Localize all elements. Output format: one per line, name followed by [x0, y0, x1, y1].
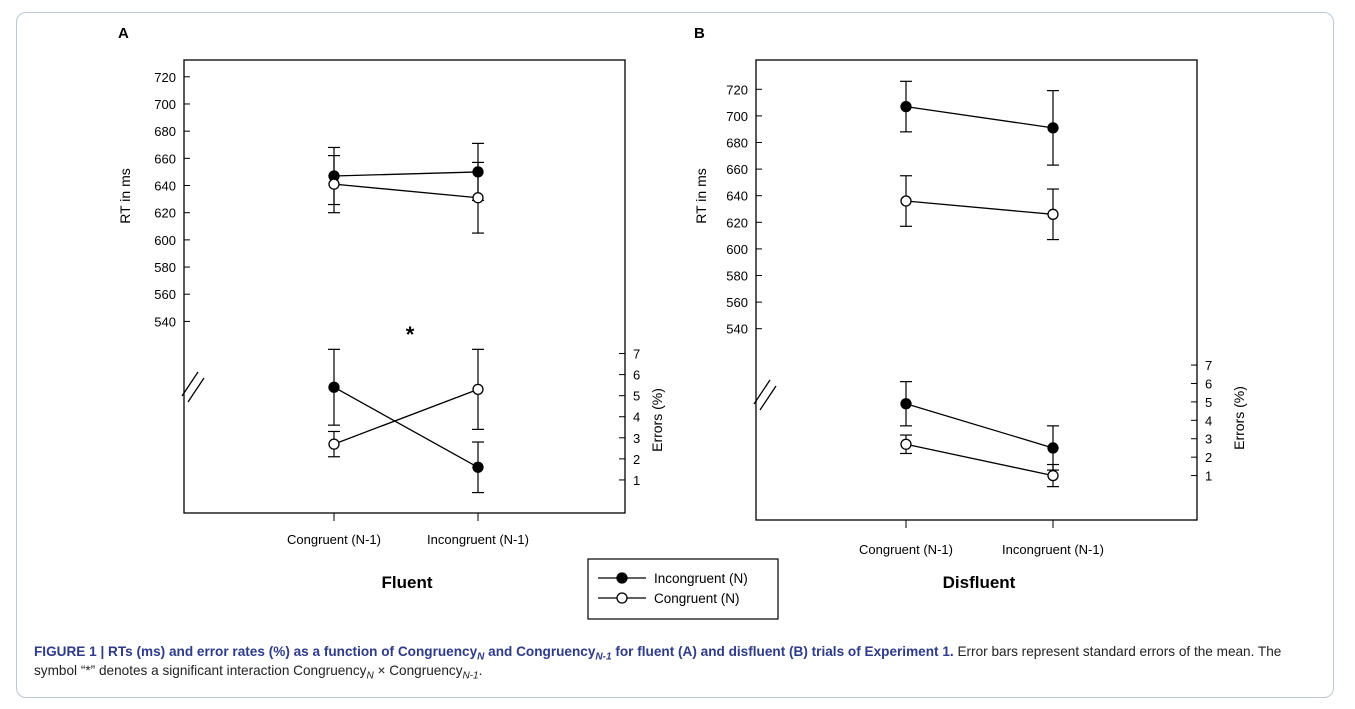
rt-axis-label: RT in ms [693, 168, 709, 224]
rt-point-congruent [1047, 208, 1059, 220]
rt-point-incongruent [472, 166, 484, 178]
rt-series-line-incongruent [905, 105, 1054, 129]
rt-tick-label: 540 [154, 314, 176, 329]
legend: Incongruent (N) Congruent (N) [587, 558, 779, 620]
rt-point-congruent [328, 178, 340, 190]
error-tick-label: 4 [1205, 413, 1212, 428]
panel-title: Disfluent [943, 573, 1016, 592]
error-tick-label: 7 [633, 347, 640, 362]
rt-tick-label: 600 [726, 242, 748, 257]
rt-tick-label: 680 [154, 124, 176, 139]
rt-tick-label: 640 [726, 189, 748, 204]
rt-tick-label: 560 [154, 287, 176, 302]
panel-b: B 540 560 580 600 620 640 660 680 700 720 RT in ms 1… [693, 25, 1247, 592]
rt-tick-label: 640 [154, 179, 176, 194]
error-series-line-incongruent [333, 386, 479, 468]
x-tick-label: Congruent (N-1) [859, 542, 953, 557]
rt-tick-label: 600 [154, 233, 176, 248]
error-point-incongruent [472, 461, 484, 473]
error-tick-label: 3 [1205, 432, 1212, 447]
legend-label: Incongruent (N) [654, 571, 748, 586]
error-point-incongruent [328, 381, 340, 393]
axis-break-mark [753, 379, 771, 405]
error-tick-label: 6 [633, 368, 640, 383]
x-tick-label: Incongruent (N-1) [427, 532, 529, 547]
error-axis-label: Errors (%) [649, 388, 665, 452]
error-point-congruent [472, 383, 484, 395]
rt-tick-label: 660 [154, 151, 176, 166]
error-series-line-congruent [905, 443, 1054, 477]
axis-break-mark [181, 371, 199, 397]
panel-label: B [694, 25, 705, 42]
rt-tick-label: 580 [726, 269, 748, 284]
error-series-line-congruent [333, 388, 479, 445]
error-tick-label: 6 [1205, 376, 1212, 391]
error-point-congruent [900, 438, 912, 450]
error-tick-label: 5 [633, 389, 640, 404]
error-tick-label: 5 [1205, 395, 1212, 410]
rt-tick-label: 680 [726, 136, 748, 151]
legend-marker [616, 572, 628, 584]
figure-chart: A 540 560 580 600 620 640 660 680 700 720 RT in ms 1… [117, 25, 1247, 620]
figure-caption: FIGURE 1 | RTs (ms) and error rates (%) … [34, 642, 1324, 682]
rt-tick-label: 620 [154, 206, 176, 221]
error-axis-label: Errors (%) [1231, 386, 1247, 450]
error-tick-label: 7 [1205, 358, 1212, 373]
x-tick-label: Congruent (N-1) [287, 532, 381, 547]
rt-tick-label: 560 [726, 295, 748, 310]
x-tick-label: Incongruent (N-1) [1002, 542, 1104, 557]
rt-point-congruent [900, 195, 912, 207]
error-tick-label: 4 [633, 410, 640, 425]
plot-frame [755, 59, 1198, 521]
error-tick-label: 2 [1205, 450, 1212, 465]
plot-frame [183, 59, 626, 514]
error-series-line-incongruent [905, 403, 1054, 449]
rt-tick-label: 540 [726, 322, 748, 337]
caption-lead: FIGURE 1 | RTs (ms) and error rates (%) … [34, 644, 954, 663]
rt-series-line-congruent [333, 183, 479, 199]
legend-marker [616, 592, 628, 604]
significance-marker: * [406, 322, 415, 347]
legend-box [587, 558, 779, 620]
rt-series-line-incongruent [333, 171, 479, 177]
error-point-incongruent [1047, 442, 1059, 454]
axis-break-mark [187, 377, 205, 403]
rt-tick-label: 700 [154, 97, 176, 112]
caption-body: Error bars represent standard errors of … [34, 644, 1282, 682]
rt-axis-label: RT in ms [117, 168, 133, 224]
error-point-incongruent [900, 398, 912, 410]
panel-label: A [118, 25, 129, 42]
axis-break-mark [759, 385, 777, 411]
error-tick-label: 2 [633, 452, 640, 467]
rt-tick-label: 720 [154, 70, 176, 85]
panel-title: Fluent [382, 573, 433, 592]
rt-tick-label: 620 [726, 215, 748, 230]
rt-tick-label: 660 [726, 162, 748, 177]
rt-tick-label: 580 [154, 260, 176, 275]
legend-label: Congruent (N) [654, 591, 740, 606]
error-tick-label: 3 [633, 431, 640, 446]
error-point-congruent [1047, 469, 1059, 482]
rt-series-line-congruent [905, 200, 1054, 215]
rt-point-incongruent [900, 100, 912, 113]
rt-tick-label: 720 [726, 82, 748, 97]
error-tick-label: 1 [1205, 469, 1212, 484]
rt-point-incongruent [1047, 122, 1059, 134]
rt-tick-label: 700 [726, 109, 748, 124]
error-tick-label: 1 [633, 473, 640, 488]
error-point-congruent [328, 438, 340, 450]
panel-a: A 540 560 580 600 620 640 660 680 700 720 RT in ms 1… [117, 25, 665, 592]
rt-point-congruent [472, 192, 484, 204]
